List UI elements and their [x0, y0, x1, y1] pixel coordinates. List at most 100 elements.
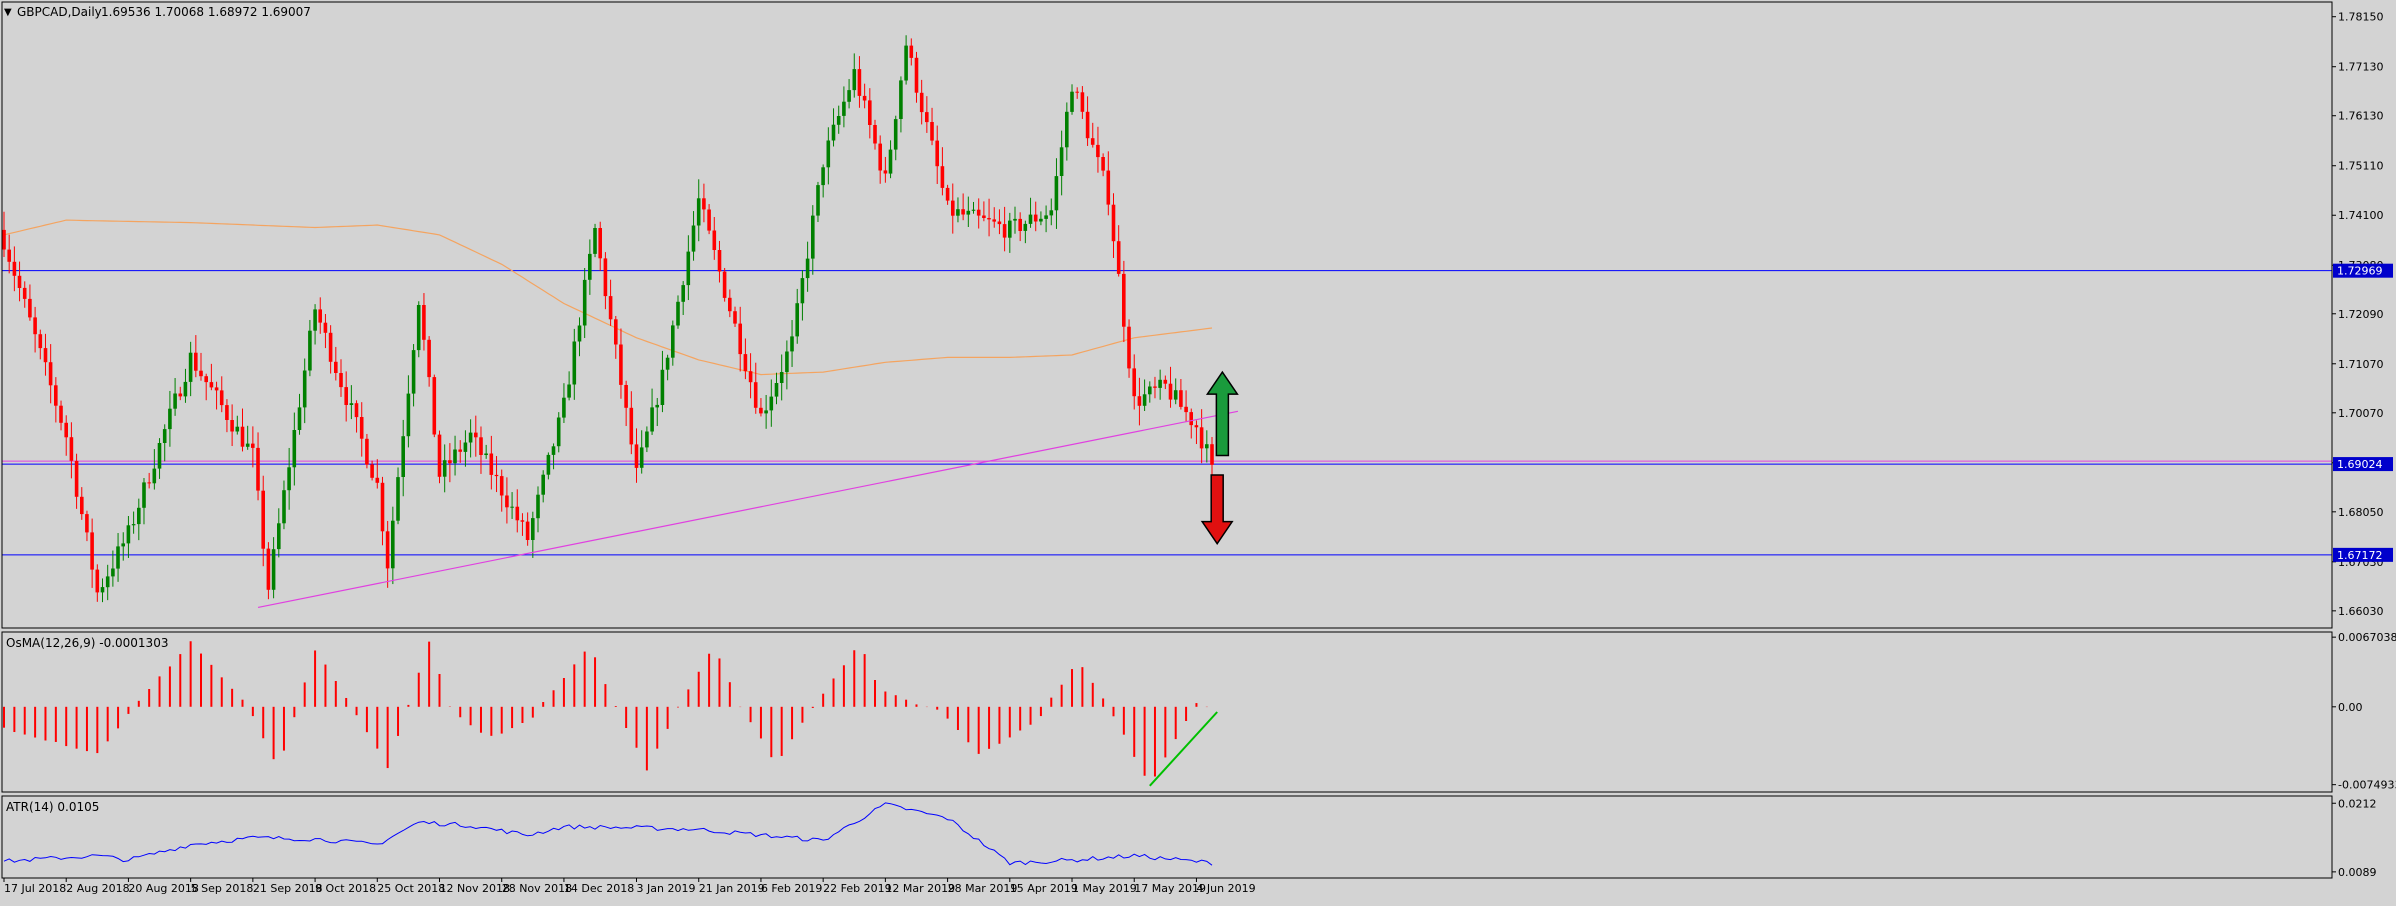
- candle-body: [1049, 210, 1054, 216]
- candle-body: [287, 467, 291, 491]
- candle-body: [69, 437, 74, 461]
- candle-body: [826, 140, 831, 168]
- candle-body: [639, 447, 644, 468]
- candle-body: [541, 474, 545, 495]
- candle-body: [2, 229, 6, 250]
- candle-body: [74, 460, 79, 497]
- osma-layer: OsMA(12,26,9) -0.0001303: [3, 636, 1218, 787]
- candle-body: [219, 390, 224, 406]
- candle-body: [842, 101, 846, 116]
- price-axis-tick-label: 1.66030: [2338, 605, 2384, 618]
- candle-body: [634, 444, 639, 468]
- candle-body: [753, 382, 758, 408]
- candle-body: [520, 520, 525, 522]
- candle-body: [422, 305, 426, 340]
- candle-body: [1142, 394, 1147, 406]
- candle-body: [702, 198, 706, 210]
- candle-body: [100, 587, 105, 593]
- atr-pane-frame: [1, 795, 2333, 879]
- main-pane-layer: [2, 270, 2332, 556]
- candle-body: [240, 426, 245, 447]
- date-tick-label: 12 Nov 2018: [440, 882, 510, 895]
- price-axis-tick-label: 1.77130: [2338, 61, 2384, 74]
- candle-body: [64, 422, 68, 438]
- candle-body: [764, 410, 768, 414]
- candle-body: [883, 170, 888, 174]
- candle-body: [235, 426, 240, 432]
- date-tick-label: 6 Feb 2019: [761, 882, 822, 895]
- candle-body: [712, 230, 717, 250]
- candle-body: [489, 453, 494, 475]
- support-trendline: [257, 410, 1239, 608]
- candle-body: [302, 370, 307, 408]
- candle-body: [427, 339, 431, 378]
- candle-body: [168, 408, 172, 430]
- candle-body: [1059, 147, 1064, 176]
- candle-body: [339, 373, 343, 388]
- price-tag-label: 1.67172: [2337, 549, 2383, 562]
- header-dropdown-icon[interactable]: ▼: [4, 7, 12, 18]
- candle-body: [354, 403, 359, 418]
- candle-body: [209, 382, 214, 388]
- candle-body: [137, 507, 141, 525]
- candle-body: [22, 287, 27, 299]
- candle-body: [147, 482, 151, 484]
- candle-body: [551, 446, 556, 455]
- candle-body: [919, 92, 924, 113]
- arrow-up-icon: [1205, 370, 1239, 457]
- candle-body: [54, 385, 58, 406]
- candle-body: [515, 506, 520, 521]
- candle-body: [531, 518, 535, 540]
- candle-body: [800, 278, 805, 304]
- candle-body: [380, 482, 385, 532]
- date-tick-label: 15 Apr 2019: [1010, 882, 1078, 895]
- date-tick-label: 28 Nov 2018: [502, 882, 572, 895]
- candle-body: [925, 112, 929, 123]
- candle-body: [437, 434, 442, 477]
- candle-body: [982, 215, 986, 218]
- candle-body: [655, 404, 659, 408]
- candle-body: [676, 301, 680, 326]
- candle-body: [7, 249, 11, 262]
- candle-body: [588, 253, 592, 280]
- candle-body: [785, 351, 789, 373]
- candle-body: [1096, 144, 1100, 158]
- candle-body: [614, 319, 618, 345]
- candle-body: [80, 496, 84, 515]
- candle-body: [230, 420, 234, 432]
- candle-body: [245, 443, 250, 447]
- candle-body: [1013, 218, 1017, 221]
- candle-body: [173, 393, 177, 409]
- candle-body: [313, 309, 317, 331]
- candle-body: [199, 370, 203, 377]
- candle-body: [1127, 326, 1131, 369]
- candle-body: [987, 218, 991, 220]
- candle-body: [126, 525, 131, 544]
- candle-body: [546, 454, 551, 475]
- candle-body: [852, 69, 857, 91]
- price-tag: [2333, 457, 2393, 472]
- pane-frames: [1, 1, 2333, 879]
- price-axis-tick-label: 1.68050: [2338, 506, 2384, 519]
- candle-body: [665, 357, 670, 370]
- candle-body: [598, 228, 602, 259]
- candle-body: [142, 482, 146, 508]
- candle-body: [567, 384, 571, 398]
- atr-line: [3, 802, 1213, 866]
- candle-body: [790, 336, 794, 352]
- price-axis-tick-label: 1.71070: [2338, 358, 2384, 371]
- candle-body: [1008, 220, 1012, 238]
- arrow-down-icon: [1200, 474, 1234, 546]
- candle-body: [624, 385, 628, 408]
- price-axis-tick-label: 1.75110: [2338, 160, 2384, 173]
- candle-body: [391, 520, 395, 569]
- candle-body: [48, 362, 53, 386]
- candle-body: [152, 468, 157, 484]
- candle-body: [873, 125, 877, 144]
- candle-body: [396, 477, 400, 521]
- candle-body: [629, 407, 634, 445]
- candle-body: [204, 376, 208, 383]
- date-tick-label: 20 Aug 2018: [128, 882, 198, 895]
- axes-layer: 1.781501.771301.761301.751101.741001.730…: [3, 11, 2396, 895]
